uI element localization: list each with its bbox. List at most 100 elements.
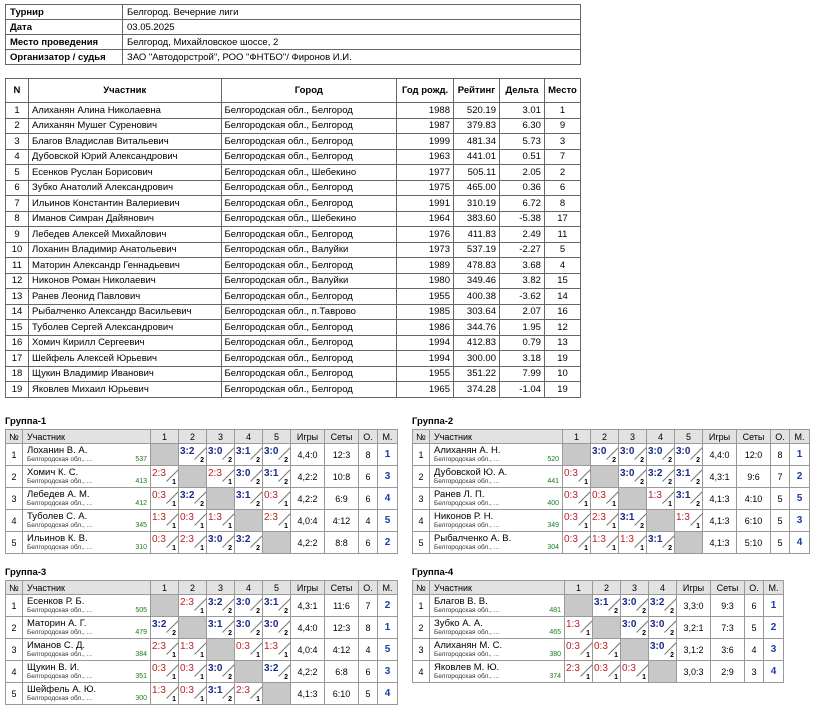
player-number: 5 (5, 682, 23, 705)
match-points: 1 (584, 501, 588, 508)
match-result-cell: 3:1 2 (262, 465, 291, 488)
participant-city: Белгородская обл., Белгород (220, 195, 398, 212)
group-table-1: № Участник 1 2 3 4 5 Игры Сеты О. М. 1 Лоханин В. А.… (5, 429, 398, 554)
match-result-cell: 3:0 2 (618, 443, 647, 466)
player-name: Яковлев М. Ю. (434, 662, 500, 673)
player-number: 2 (5, 465, 23, 488)
self-match-cell (562, 443, 591, 466)
match-result-cell: 2:3 1 (150, 638, 179, 661)
participant-number: 19 (5, 381, 29, 398)
match-result-cell: 0:3 1 (150, 487, 179, 510)
player-city: Белгородская обл., ... (434, 607, 500, 614)
player-number: 4 (412, 660, 430, 683)
header-opponent-5: 5 (262, 580, 291, 595)
participant-number: 16 (5, 334, 29, 351)
player-number: 3 (412, 487, 430, 510)
player-cell: Алиханян А. Н. Белгородская обл., ... 520 (429, 443, 563, 466)
match-score: 0:3 (564, 512, 578, 523)
match-result-cell: 3:1 2 (674, 465, 703, 488)
participant-birth-year: 1994 (396, 350, 454, 367)
player-points: 5 (744, 616, 764, 639)
match-score: 2:3 (152, 468, 166, 479)
player-sets: 4:12 (324, 638, 359, 661)
match-result-cell: 2:3 1 (178, 594, 207, 617)
participant-rating: 383.60 (453, 210, 500, 227)
player-rating: 520 (547, 456, 559, 463)
info-value: ЗАО "Автодорстрой", РОО "ФНТБО"/ Фиронов… (122, 49, 581, 65)
self-match-cell (262, 682, 291, 705)
player-cell: Никонов Р. Н. Белгородская обл., ... 349 (429, 509, 563, 532)
match-result-cell: 3:2 2 (234, 531, 263, 554)
player-place: 5 (377, 638, 398, 661)
group-player-row: 3 Ранев Л. П. Белгородская обл., ... 400 0:3… (412, 487, 810, 510)
participant-number: 12 (5, 272, 29, 289)
participant-city: Белгородская обл., Белгород (220, 148, 398, 165)
header-number: № (412, 580, 430, 595)
header-games: Игры (702, 429, 737, 444)
participant-city: Белгородская обл., Белгород (220, 257, 398, 274)
match-score: 1:3 (208, 512, 222, 523)
player-points: 7 (770, 465, 790, 488)
self-match-cell (592, 616, 621, 639)
match-points: 1 (586, 652, 590, 659)
participant-name: Лебедев Алексей Михайлович (27, 226, 222, 243)
player-games: 3,3:0 (676, 594, 711, 617)
group-player-row: 5 Ильинов К. В. Белгородская обл., ... 310 0… (5, 531, 398, 554)
participants-header-row: N Участник Город Год рожд. Рейтинг Дельт… (5, 78, 582, 103)
match-result-cell: 3:0 2 (648, 638, 677, 661)
participant-number: 17 (5, 350, 29, 367)
player-sets: 6:10 (324, 682, 359, 705)
participant-city: Белгородская обл., Валуйки (220, 241, 398, 258)
participant-number: 9 (5, 226, 29, 243)
header-rating: Рейтинг (453, 78, 500, 103)
header-opponent-2: 2 (178, 429, 207, 444)
participant-delta: 6.72 (498, 195, 545, 212)
player-cell: Туболев С. А. Белгородская обл., ... 345 (22, 509, 151, 532)
match-result-cell: 3:2 2 (150, 616, 179, 639)
match-points: 2 (284, 457, 288, 464)
participant-row: 4 Дубовской Юрий Александрович Белгородска… (5, 148, 582, 165)
player-rating: 310 (135, 544, 147, 551)
player-city: Белгородская обл., ... (27, 478, 93, 485)
participant-delta: 6.30 (498, 117, 545, 134)
participant-place: 14 (543, 288, 582, 305)
participant-city: Белгородская обл., Белгород (220, 133, 398, 150)
group-player-row: 3 Алиханян М. С. Белгородская обл., ... 380… (412, 638, 784, 661)
player-points: 6 (358, 531, 378, 554)
participant-rating: 344.76 (453, 319, 500, 336)
match-score: 3:1 (620, 512, 635, 523)
match-result-cell: 3:2 2 (262, 660, 291, 683)
participant-birth-year: 1986 (396, 319, 454, 336)
info-value: Белгород. Вечерние лиги (122, 4, 581, 20)
player-place: 2 (763, 616, 784, 639)
match-result-cell: 3:2 2 (648, 594, 677, 617)
participant-place: 19 (543, 381, 582, 398)
player-rating: 300 (135, 695, 147, 702)
participant-birth-year: 1975 (396, 179, 454, 196)
participant-number: 3 (5, 133, 29, 150)
match-score: 2:3 (592, 512, 606, 523)
player-number: 3 (5, 487, 23, 510)
group-header-row: № Участник 1 2 3 4 Игры Сеты О. М. (412, 580, 784, 595)
header-place: М. (763, 580, 784, 595)
match-result-cell: 3:0 2 (262, 443, 291, 466)
player-number: 3 (5, 638, 23, 661)
participant-delta: -2.27 (498, 241, 545, 258)
match-score: 3:0 (208, 446, 223, 457)
match-score: 1:3 (676, 512, 690, 523)
header-number: N (5, 78, 29, 103)
player-points: 7 (358, 594, 378, 617)
participant-row: 13 Ранев Леонид Павлович Белгородская обл.… (5, 288, 582, 305)
header-opponent-3: 3 (206, 580, 235, 595)
match-points: 1 (642, 674, 646, 681)
player-rating: 479 (135, 629, 147, 636)
match-result-cell: 0:3 1 (150, 660, 179, 683)
player-city: Белгородская обл., ... (434, 673, 500, 680)
match-points: 1 (200, 696, 204, 703)
participant-rating: 411.83 (453, 226, 500, 243)
player-name: Лебедев А. М. (27, 489, 90, 500)
match-score: 3:1 (648, 534, 663, 545)
participant-city: Белгородская обл., Белгород (220, 319, 398, 336)
player-points: 3 (744, 660, 764, 683)
player-games: 4,2:2 (290, 487, 325, 510)
